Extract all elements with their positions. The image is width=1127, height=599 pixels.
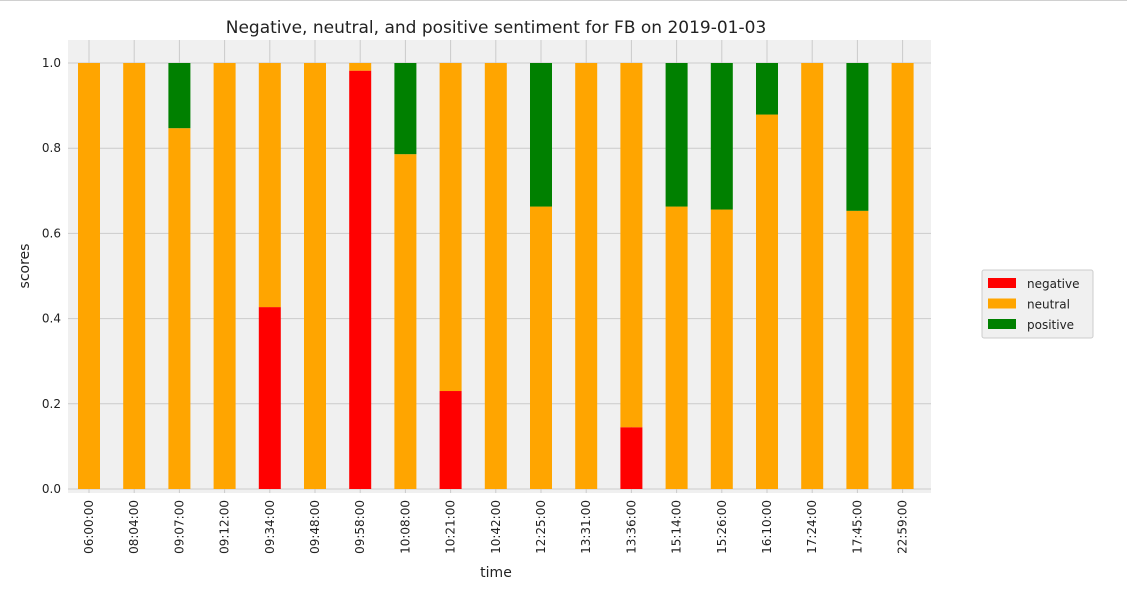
x-tick-label: 10:21:00 [444,500,458,554]
y-tick-label: 0.2 [42,397,61,411]
bar-neutral [439,63,462,392]
bar-positive [846,63,869,211]
bar-negative [439,391,462,489]
x-tick-label: 17:24:00 [805,500,819,554]
x-tick-label: 09:34:00 [263,500,277,554]
x-tick-label: 15:26:00 [715,500,729,554]
legend-swatch-negative [988,278,1016,288]
bar-negative [258,307,281,489]
bar-neutral [258,63,281,308]
x-tick-label: 16:10:00 [760,500,774,554]
bar-neutral [304,63,326,489]
bar-neutral [620,63,643,428]
legend: negative neutral positive [981,269,1094,339]
bar-neutral [168,128,191,490]
x-tick-label: 15:14:00 [670,500,684,554]
top-border [0,0,1127,1]
x-tick-label: 09:58:00 [353,500,367,554]
bar-positive [394,63,417,155]
bar-negative [349,70,372,489]
bar-neutral [846,210,869,489]
y-tick-label: 0.4 [42,312,61,326]
x-tick-label: 12:25:00 [534,500,548,554]
x-tick-label: 09:07:00 [172,500,186,554]
x-tick-labels: 06:00:00 08:04:00 09:07:00 09:12:00 09:34:00… [82,500,910,554]
y-tick-label: 1.0 [42,56,61,70]
legend-label-neutral: neutral [1027,298,1070,312]
bar-neutral [394,154,417,489]
bar-positive [665,63,688,207]
x-tick-label: 22:59:00 [896,500,910,554]
x-tick-label: 10:08:00 [398,500,412,554]
bar-positive [710,63,733,210]
bar-neutral [484,63,507,489]
chart-title: Negative, neutral, and positive sentimen… [226,18,767,38]
y-tick-label: 0.0 [42,482,61,496]
bar-neutral [710,209,733,489]
x-tick-label: 10:42:00 [489,500,503,554]
legend-label-negative: negative [1027,277,1079,291]
x-tick-label: 09:12:00 [218,500,232,554]
bar-neutral [123,63,146,489]
bars [78,63,914,490]
y-tick-label: 0.6 [42,226,61,240]
x-tick-label: 09:48:00 [308,500,322,554]
x-axis-label: time [480,565,512,581]
x-tick-label: 13:31:00 [579,500,593,554]
bar-neutral [213,63,236,489]
y-axis-label: scores [17,244,33,289]
legend-swatch-positive [988,319,1016,329]
bar-negative [620,427,643,489]
legend-label-positive: positive [1027,318,1074,332]
y-tick-labels: 0.0 0.2 0.4 0.6 0.8 1.0 [42,56,61,496]
bar-positive [168,63,191,129]
bar-neutral [78,63,100,489]
bar-neutral [891,63,914,489]
y-tick-label: 0.8 [42,141,61,155]
bar-neutral [349,63,372,71]
legend-swatch-neutral [988,298,1016,309]
x-tick-label: 06:00:00 [82,500,96,554]
x-tick-label: 17:45:00 [850,500,864,554]
bar-neutral [530,206,552,489]
bar-neutral [801,63,824,489]
bar-neutral [756,114,778,490]
x-tick-label: 13:36:00 [624,500,638,554]
bar-positive [756,63,778,115]
bar-neutral [575,63,598,489]
bar-positive [530,63,552,207]
x-tick-label: 08:04:00 [127,500,141,554]
bar-neutral [665,206,688,489]
